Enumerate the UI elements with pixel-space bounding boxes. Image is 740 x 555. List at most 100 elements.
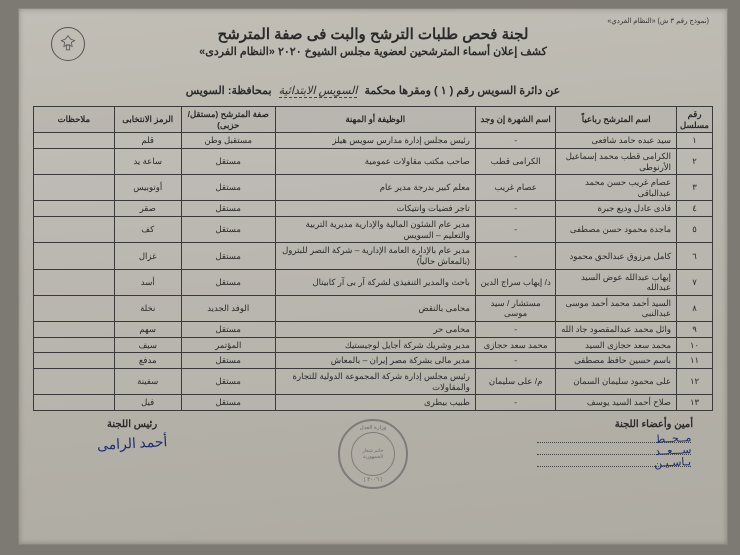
cell-seq: ٣	[677, 175, 713, 201]
candidates-table: رقم مسلسل اسم المترشح رباعياً اسم الشهرة…	[33, 106, 713, 411]
cell-seq: ٢	[677, 148, 713, 174]
cell-seq: ٧	[677, 269, 713, 295]
cell-job: طبيب بيطرى	[275, 395, 475, 411]
cell-notes	[34, 353, 115, 369]
cell-notes	[34, 243, 115, 269]
cell-fame: -	[475, 353, 555, 369]
page-title: لجنة فحص طلبات الترشح والبت فى صفة المتر…	[33, 25, 713, 43]
district-number: ١	[441, 85, 447, 97]
cell-sym: فيل	[114, 395, 181, 411]
cell-name: السيد أحمد محمد أحمد موسى عبدالنبى	[556, 295, 677, 321]
cell-cap: مستقل	[181, 322, 275, 338]
cell-cap: مستقل	[181, 269, 275, 295]
members-label: أمين وأعضاء اللجنة	[525, 419, 703, 430]
cell-notes	[34, 337, 115, 353]
cell-seq: ١١	[677, 353, 713, 369]
cell-fame: محمد سعد حجازى	[475, 337, 555, 353]
cell-notes	[34, 217, 115, 243]
cell-sym: سفينة	[114, 368, 181, 394]
cell-cap: مستقل	[181, 353, 275, 369]
chair-signature: أحمد الرامى	[96, 434, 167, 455]
district-line: عن دائرة السويس رقم ( ١ ) ومقرها محكمة ا…	[33, 84, 713, 98]
cell-seq: ٥	[677, 217, 713, 243]
table-header-row: رقم مسلسل اسم المترشح رباعياً اسم الشهرة…	[34, 107, 713, 133]
cell-job: محامى بالنقض	[275, 295, 475, 321]
cell-fame: -	[475, 133, 555, 149]
cell-notes	[34, 368, 115, 394]
cell-cap: مستقل	[181, 201, 275, 217]
header-block: لجنة فحص طلبات الترشح والبت فى صفة المتر…	[33, 25, 713, 58]
table-row: ٩وائل محمد عبدالمقصود جاد الله-محامى حرم…	[34, 322, 713, 338]
col-seq: رقم مسلسل	[677, 107, 713, 133]
cell-seq: ١٣	[677, 395, 713, 411]
governorate-label: بمحافظة:	[228, 85, 272, 97]
cell-job: محامى حر	[275, 322, 475, 338]
cell-name: على محمود سليمان السمان	[556, 368, 677, 394]
cell-job: معلم كبير بدرجة مدير عام	[275, 175, 475, 201]
col-name: اسم المترشح رباعياً	[556, 107, 677, 133]
member-line: يـاسـيـن	[537, 456, 691, 467]
page-subtitle: كشف إعلان أسماء المترشحين لعضوية مجلس ال…	[33, 45, 713, 58]
cell-fame: -	[475, 201, 555, 217]
cell-sym: ساعة يد	[114, 148, 181, 174]
cell-name: عصام غريب حسن محمد عبدالباقى	[556, 175, 677, 201]
eagle-icon	[58, 34, 78, 54]
table-body: ١سيد عبده حامد شافعى-رئيس مجلس إدارة مدا…	[34, 133, 713, 411]
cell-name: ماجدة محمود حسن مصطفى	[556, 217, 677, 243]
district-prefix: عن دائرة السويس رقم (	[450, 85, 561, 97]
stamp-block: وزارة العدل خاتم شعار الجمهورية ( ٣٠٠٦ )	[338, 419, 408, 489]
cell-fame: م/ على سليمان	[475, 368, 555, 394]
cell-notes	[34, 148, 115, 174]
cell-notes	[34, 322, 115, 338]
cell-fame: مستشار / سيد موسى	[475, 295, 555, 321]
col-fame: اسم الشهرة إن وجد	[475, 107, 555, 133]
cell-job: مدير مالى بشركة مصر إيران – بالمعاش	[275, 353, 475, 369]
cell-name: سيد عبده حامد شافعى	[556, 133, 677, 149]
cell-name: فادى عادل وديع جبرة	[556, 201, 677, 217]
table-row: ٦كامل مرزوق عبدالحق محمود-مدير عام بالإد…	[34, 243, 713, 269]
cell-seq: ١	[677, 133, 713, 149]
cell-name: صلاح أحمد السيد يوسف	[556, 395, 677, 411]
cell-job: صاحب مكتب مقاولات عمومية	[275, 148, 475, 174]
footer: أمين وأعضاء اللجنة مــحــط ســـعــد يـاس…	[33, 419, 713, 489]
col-symbol: الرمز الانتخابى	[114, 107, 181, 133]
cell-notes	[34, 295, 115, 321]
document-sheet: (نموذج رقم ٣ ش) «النظام الفردي» لجنة فحص…	[18, 8, 728, 545]
cell-cap: المؤتمر	[181, 337, 275, 353]
cell-sym: سهم	[114, 322, 181, 338]
cell-sym: مدفع	[114, 353, 181, 369]
table-row: ٧إيهاب عبدالله عوض السيد عبداللهد/ إيهاب…	[34, 269, 713, 295]
cell-notes	[34, 175, 115, 201]
cell-sym: سيف	[114, 337, 181, 353]
table-row: ١١باسم حسين حافظ مصطفى-مدير مالى بشركة م…	[34, 353, 713, 369]
cell-job: رئيس مجلس إدارة شركة المجموعة الدولية لل…	[275, 368, 475, 394]
cell-sym: نخلة	[114, 295, 181, 321]
cell-seq: ١٢	[677, 368, 713, 394]
members-block: أمين وأعضاء اللجنة مــحــط ســـعــد يـاس…	[525, 419, 703, 467]
table-row: ١٣صلاح أحمد السيد يوسف-طبيب بيطرىمستقلفي…	[34, 395, 713, 411]
cell-cap: مستقبل وطن	[181, 133, 275, 149]
state-emblem	[51, 27, 85, 61]
cell-notes	[34, 269, 115, 295]
cell-seq: ٦	[677, 243, 713, 269]
cell-fame: -	[475, 322, 555, 338]
cell-sym: أوتوبيس	[114, 175, 181, 201]
cell-cap: مستقل	[181, 395, 275, 411]
chair-label: رئيس اللجنة	[43, 419, 221, 430]
cell-sym: أسد	[114, 269, 181, 295]
stamp-bot: ( ٣٠٠٦ )	[340, 477, 406, 483]
cell-job: مدير عام الشئون المالية والإدارية مديرية…	[275, 217, 475, 243]
table-row: ٢الكرامى قطب محمد إسماعيل الأرنوطىالكرام…	[34, 148, 713, 174]
table-row: ٣عصام غريب حسن محمد عبدالباقىعصام غريبمع…	[34, 175, 713, 201]
stamp-top: وزارة العدل	[340, 425, 406, 431]
col-capacity: صفة المترشح (مستقل/حزبى)	[181, 107, 275, 133]
cell-fame: عصام غريب	[475, 175, 555, 201]
chair-block: رئيس اللجنة أحمد الرامى	[43, 419, 221, 453]
cell-cap: مستقل	[181, 243, 275, 269]
cell-fame: د/ إيهاب سراج الدين	[475, 269, 555, 295]
cell-sym: قلم	[114, 133, 181, 149]
cell-seq: ٤	[677, 201, 713, 217]
table-row: ٨السيد أحمد محمد أحمد موسى عبدالنبىمستشا…	[34, 295, 713, 321]
cell-cap: الوفد الجديد	[181, 295, 275, 321]
cell-job: باحث والمدير التنفيذى لشركة آر بى آر كاب…	[275, 269, 475, 295]
